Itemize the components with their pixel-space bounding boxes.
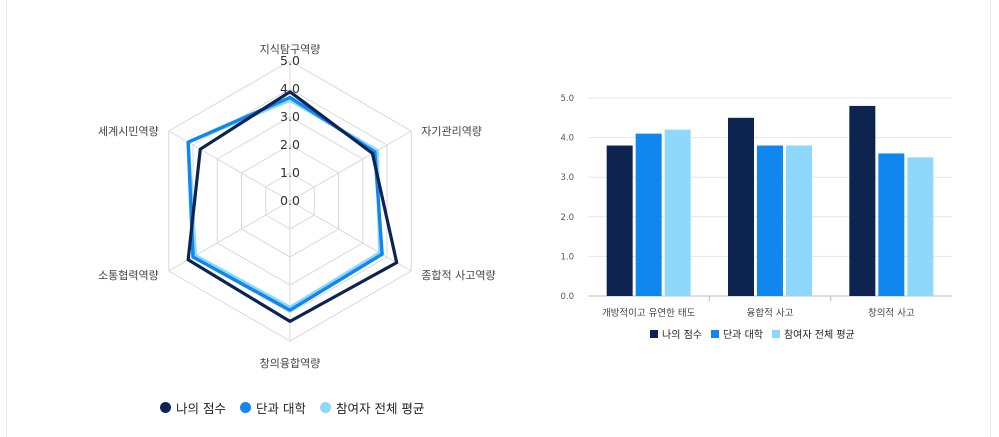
bar bbox=[878, 153, 905, 296]
bar bbox=[907, 157, 934, 296]
legend-label: 단과 대학 bbox=[722, 330, 763, 341]
legend-label: 참여자 전체 평균 bbox=[783, 330, 855, 341]
bar bbox=[786, 145, 812, 296]
bar bbox=[664, 129, 691, 296]
legend-marker bbox=[650, 329, 658, 338]
radar-spoke bbox=[289, 130, 412, 202]
bar-chart: 0.0 1.0 2.0 3.0 4.0 5.0 개방적이고 유연한 태도 융합적 사고 창의적 … bbox=[560, 94, 952, 319]
legend-label: 참여자 전체 평균 bbox=[335, 401, 425, 416]
bar-tick-label: 0.0 bbox=[560, 292, 574, 302]
radar-series-line bbox=[186, 95, 384, 312]
bar-legend: 나의 점수 단과 대학 참여자 전체 평균 bbox=[650, 326, 855, 341]
bar-tick-label: 2.0 bbox=[560, 213, 574, 223]
radar-tick-label: 4.0 bbox=[280, 81, 300, 96]
radar-series-line bbox=[186, 90, 399, 323]
radar-axis-label: 세계시민역량 bbox=[98, 125, 159, 138]
legend-item-college: 단과 대학 bbox=[239, 398, 306, 417]
radar-axis-label: 종합적 사고역량 bbox=[421, 269, 495, 282]
radar-spoke bbox=[289, 200, 412, 272]
bar-tick-label: 1.0 bbox=[560, 252, 574, 262]
legend-marker bbox=[160, 402, 171, 413]
radar-legend: 나의 점수 단과 대학 참여자 전체 평균 bbox=[160, 398, 424, 417]
legend-item-college: 단과 대학 bbox=[710, 326, 763, 341]
radar-axis-label: 창의융합역량 bbox=[260, 357, 321, 370]
radar-tick-label: 2.0 bbox=[280, 137, 300, 152]
legend-item-my-score: 나의 점수 bbox=[160, 398, 226, 417]
radar-tick-label: 5.0 bbox=[280, 53, 300, 68]
frame-divider bbox=[6, 0, 7, 437]
bar bbox=[757, 145, 783, 296]
legend-item-average: 참여자 전체 평균 bbox=[319, 398, 425, 417]
radar-axis-label: 지식탐구역량 bbox=[260, 43, 321, 56]
bar bbox=[635, 133, 662, 296]
bar bbox=[849, 105, 876, 296]
bar bbox=[728, 117, 754, 296]
bar bbox=[606, 145, 633, 296]
bar-category-label: 창의적 사고 bbox=[868, 307, 915, 319]
radar-tick-label: 0.0 bbox=[280, 193, 300, 208]
legend-item-average: 참여자 전체 평균 bbox=[771, 326, 855, 341]
legend-label: 나의 점수 bbox=[662, 330, 702, 341]
radar-tick-label: 3.0 bbox=[280, 109, 300, 124]
radar-tick-label: 1.0 bbox=[280, 165, 300, 180]
legend-item-my-score: 나의 점수 bbox=[650, 326, 702, 341]
legend-marker bbox=[319, 402, 331, 413]
bar-category-label: 융합적 사고 bbox=[747, 307, 794, 319]
bar-tick-label: 5.0 bbox=[560, 94, 574, 104]
legend-marker bbox=[239, 402, 251, 413]
bar-tick-label: 3.0 bbox=[560, 173, 574, 183]
bar-tick-label: 4.0 bbox=[560, 134, 574, 144]
legend-marker bbox=[771, 329, 780, 338]
legend-marker bbox=[710, 329, 719, 338]
legend-label: 나의 점수 bbox=[176, 401, 226, 416]
radar-axis-label: 자기관리역량 bbox=[421, 125, 482, 138]
bar-category-label: 개방적이고 유연한 태도 bbox=[602, 307, 696, 319]
radar-axis-label: 소통협력역량 bbox=[98, 269, 159, 282]
frame-divider bbox=[990, 0, 991, 437]
legend-label: 단과 대학 bbox=[255, 401, 306, 416]
